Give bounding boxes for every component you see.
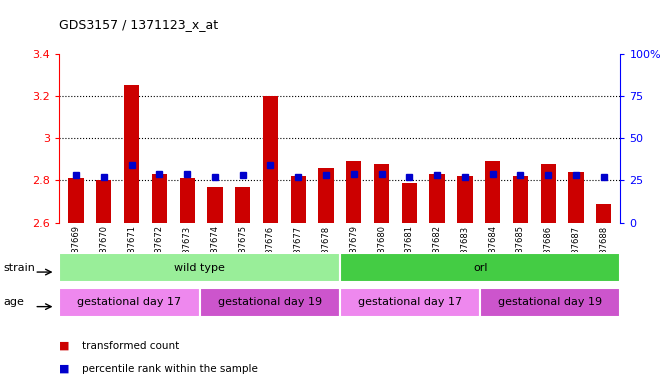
Bar (513, 176, 528, 223)
Text: gestational day 19: gestational day 19 (498, 297, 603, 308)
Bar (200, 288, 340, 317)
Bar (96, 180, 112, 223)
Bar (263, 96, 278, 223)
Bar (568, 172, 583, 223)
Bar (480, 288, 620, 317)
Bar (596, 204, 611, 223)
Bar (340, 253, 620, 282)
Text: ■: ■ (59, 341, 70, 351)
Text: transformed count: transformed count (82, 341, 180, 351)
Bar (69, 179, 84, 223)
Bar (59, 253, 340, 282)
Bar (152, 174, 167, 223)
Text: wild type: wild type (174, 263, 225, 273)
Text: ■: ■ (59, 364, 70, 374)
Bar (485, 162, 500, 223)
Bar (59, 288, 200, 317)
Text: strain: strain (3, 263, 35, 273)
Bar (318, 168, 334, 223)
Text: gestational day 17: gestational day 17 (77, 297, 182, 308)
Bar (180, 179, 195, 223)
Text: age: age (3, 297, 24, 308)
Bar (235, 187, 250, 223)
Bar (340, 288, 480, 317)
Text: orl: orl (473, 263, 487, 273)
Text: percentile rank within the sample: percentile rank within the sample (82, 364, 258, 374)
Bar (124, 86, 139, 223)
Text: GDS3157 / 1371123_x_at: GDS3157 / 1371123_x_at (59, 18, 218, 31)
Bar (290, 176, 306, 223)
Bar (541, 164, 556, 223)
Bar (457, 176, 473, 223)
Bar (207, 187, 222, 223)
Bar (346, 162, 362, 223)
Bar (430, 174, 445, 223)
Bar (402, 183, 417, 223)
Text: gestational day 17: gestational day 17 (358, 297, 462, 308)
Text: gestational day 19: gestational day 19 (218, 297, 322, 308)
Bar (374, 164, 389, 223)
